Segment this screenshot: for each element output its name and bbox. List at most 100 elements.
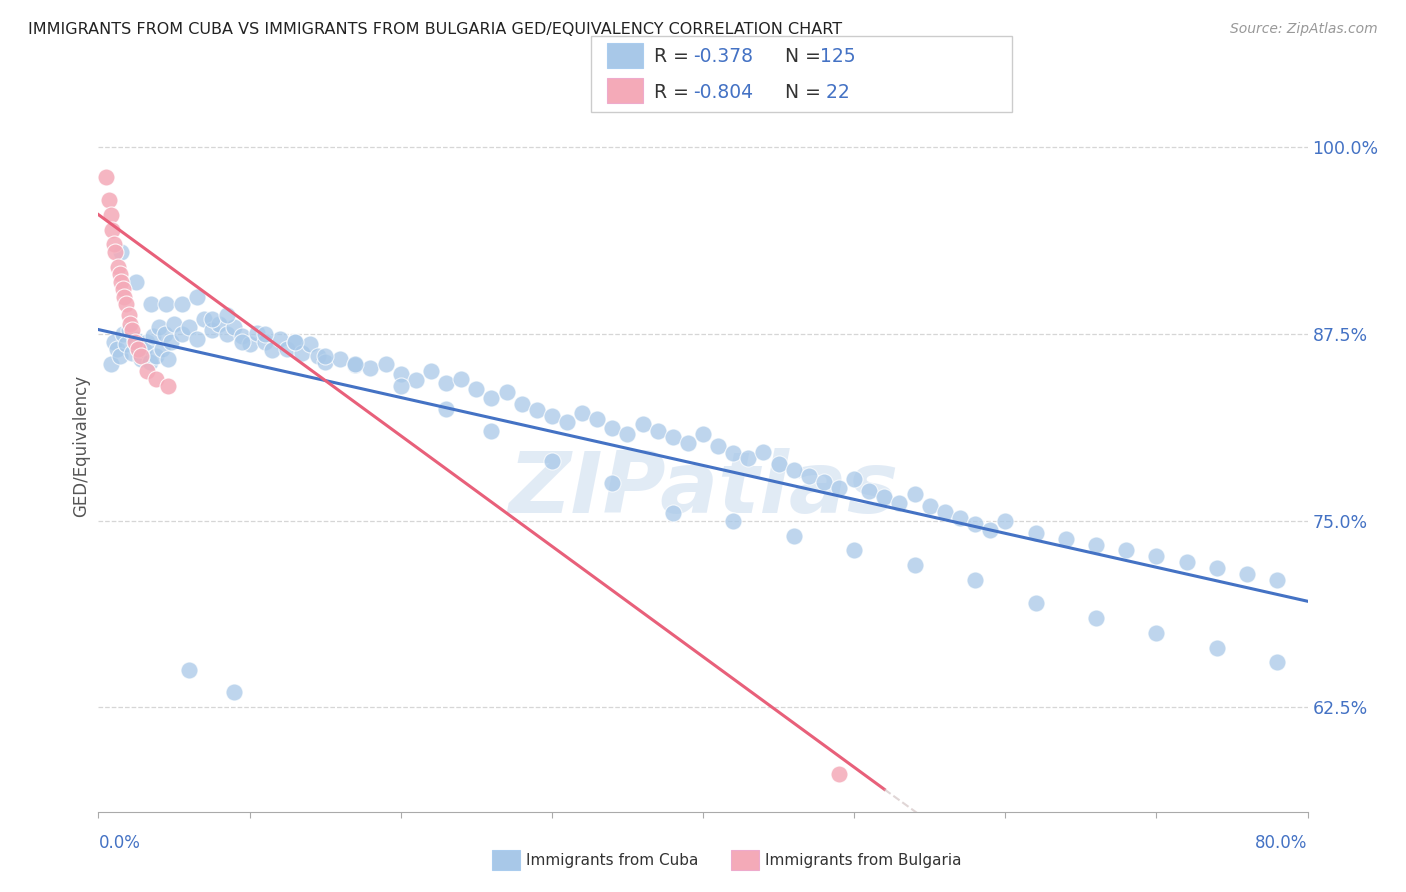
Point (360, 361, 382, 376)
Point (121, 346, 143, 360)
Point (110, 275, 132, 289)
Point (918, 499, 941, 513)
Point (156, 352, 179, 367)
Point (155, 297, 177, 311)
Text: Immigrants from Cuba: Immigrants from Cuba (526, 854, 699, 868)
Text: 80.0%: 80.0% (1256, 834, 1308, 852)
Point (344, 359, 367, 373)
Point (481, 391, 503, 405)
Point (555, 415, 578, 429)
Y-axis label: GED/Equivalency: GED/Equivalency (72, 375, 90, 517)
Point (723, 446, 745, 460)
Point (631, 417, 654, 431)
Point (163, 317, 186, 331)
Point (104, 244, 127, 259)
Point (231, 334, 253, 349)
Point (276, 342, 298, 356)
Point (105, 342, 128, 356)
Text: -0.378: -0.378 (693, 47, 754, 66)
Point (291, 346, 314, 360)
Point (979, 523, 1001, 537)
Point (434, 401, 457, 416)
Point (135, 334, 157, 349)
Point (1085, 537, 1108, 551)
Text: Immigrants from Bulgaria: Immigrants from Bulgaria (765, 854, 962, 868)
Point (253, 326, 276, 341)
Point (246, 326, 269, 340)
Point (179, 319, 201, 334)
Point (1144, 549, 1167, 564)
Point (994, 514, 1017, 528)
Point (510, 397, 533, 411)
Point (135, 364, 157, 378)
Point (1267, 656, 1289, 670)
Point (118, 322, 141, 336)
Point (231, 328, 253, 343)
Text: IMMIGRANTS FROM CUBA VS IMMIGRANTS FROM BULGARIA GED/EQUIVALENCY CORRELATION CHA: IMMIGRANTS FROM CUBA VS IMMIGRANTS FROM … (28, 22, 842, 37)
Point (495, 385, 517, 400)
Point (571, 406, 593, 420)
Text: R =: R = (654, 47, 695, 66)
Point (118, 308, 141, 322)
Point (129, 352, 152, 367)
Point (170, 326, 193, 341)
Point (616, 427, 638, 442)
Point (1236, 567, 1258, 582)
Point (100, 208, 122, 222)
Point (121, 322, 143, 336)
Point (98, 193, 121, 207)
Point (540, 454, 562, 468)
Point (602, 476, 624, 491)
Point (768, 457, 790, 471)
Point (647, 424, 669, 438)
Point (284, 334, 307, 349)
Text: ZIPatlas: ZIPatlas (508, 449, 898, 532)
Point (450, 372, 472, 386)
Point (111, 282, 134, 296)
Point (844, 543, 866, 558)
Point (103, 334, 125, 349)
Point (124, 334, 146, 349)
Point (1085, 610, 1108, 624)
Point (707, 439, 730, 453)
Text: -0.804: -0.804 (693, 83, 754, 102)
Point (94, 170, 117, 185)
Point (299, 337, 322, 351)
Point (148, 319, 170, 334)
Point (239, 337, 262, 351)
Point (889, 496, 911, 510)
Point (858, 483, 880, 498)
Point (284, 334, 307, 349)
Point (160, 334, 183, 349)
Point (112, 290, 135, 304)
Point (586, 412, 609, 426)
Point (723, 514, 745, 528)
Point (420, 364, 443, 378)
Point (186, 332, 208, 346)
Text: 22: 22 (820, 83, 849, 102)
Point (170, 297, 193, 311)
Point (752, 445, 775, 459)
Point (1175, 556, 1198, 570)
Point (481, 424, 503, 438)
Point (405, 373, 427, 387)
Point (156, 379, 179, 393)
Point (269, 332, 291, 346)
Point (1054, 532, 1077, 546)
Point (934, 505, 956, 519)
Point (949, 510, 972, 524)
Point (314, 350, 336, 364)
Point (1206, 640, 1229, 655)
Point (124, 332, 146, 346)
Point (662, 430, 685, 444)
Point (201, 312, 224, 326)
Point (374, 357, 396, 371)
Point (132, 343, 155, 358)
Point (1144, 625, 1167, 640)
Text: N =: N = (773, 47, 827, 66)
Point (1024, 525, 1046, 540)
Point (107, 260, 129, 274)
Point (262, 343, 284, 358)
Point (103, 237, 125, 252)
Point (150, 342, 173, 356)
